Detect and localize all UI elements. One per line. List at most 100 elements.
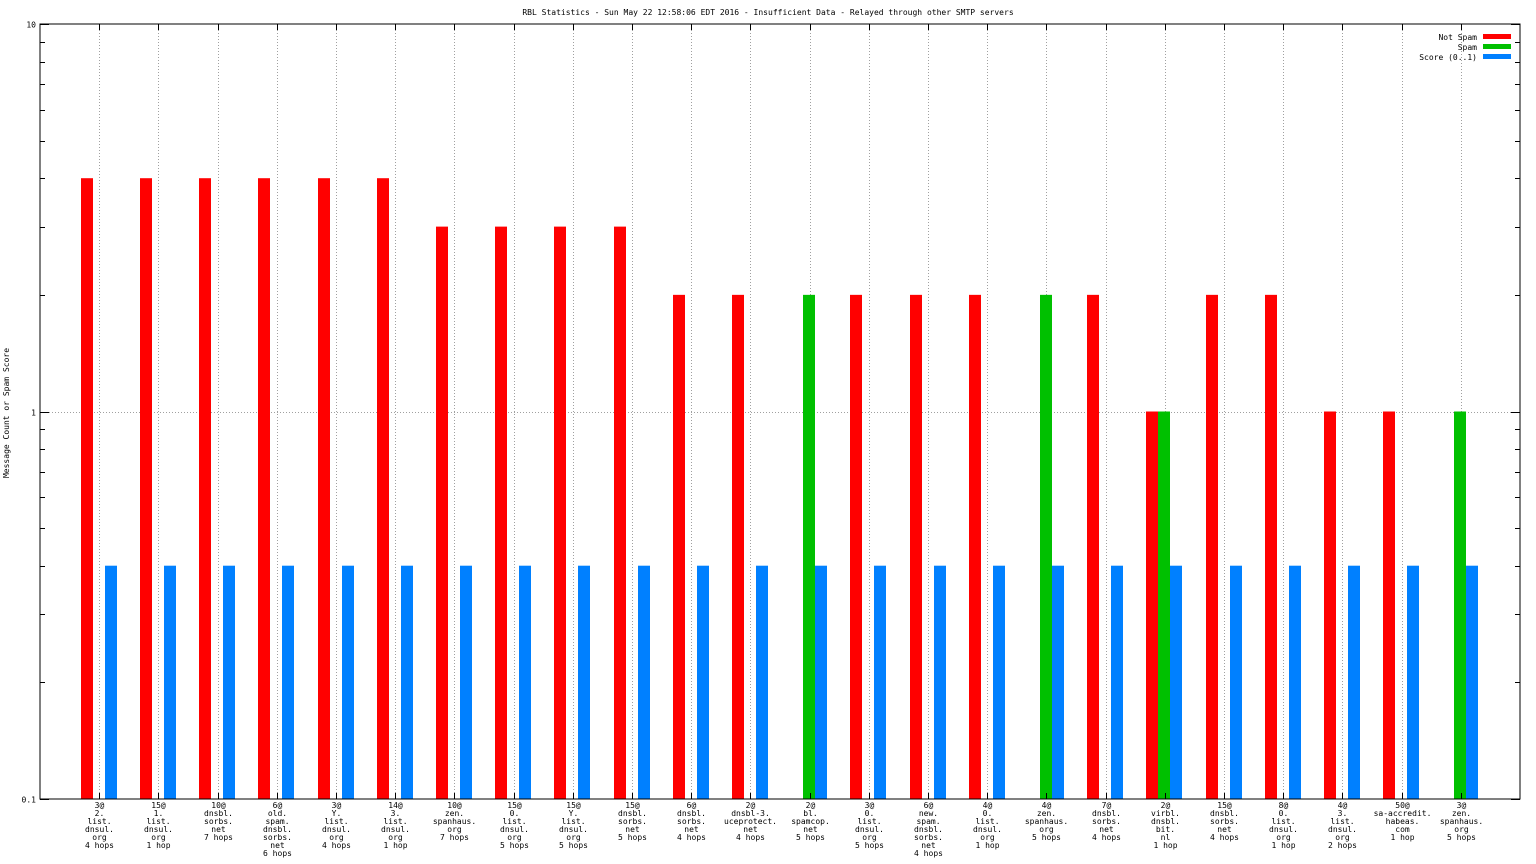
bar-not-spam-1 xyxy=(81,178,93,799)
bar-score-0-1-13 xyxy=(815,565,827,799)
x-tick-label-line: list. xyxy=(87,817,111,826)
x-tick-label: 6@ new. spam. dnsbl. sorbs. net 4 hops xyxy=(914,801,943,858)
x-tick-label-line: 4 hops xyxy=(1210,833,1239,842)
x-tick-label-line: dnsul. xyxy=(559,825,588,834)
x-tick-label-line: spanhaus. xyxy=(433,817,476,826)
bar-not-spam-23 xyxy=(1383,411,1395,799)
bar-not-spam-19 xyxy=(1146,411,1158,799)
bar-spam-17 xyxy=(1040,294,1052,799)
x-tick-label-line: list. xyxy=(146,817,170,826)
x-tick-label: 50@ sa-accredit. habeas. com 1 hop xyxy=(1374,801,1432,842)
x-tick-label-line: sorbs. xyxy=(914,833,943,842)
x-tick-label-line: Y. xyxy=(569,809,579,818)
x-tick-label-line: org xyxy=(1335,833,1350,842)
bar-not-spam-20 xyxy=(1206,294,1218,799)
x-tick-label: 4@ 0. list. dnsul. org 1 hop xyxy=(973,801,1002,850)
bar-not-spam-9 xyxy=(554,226,566,800)
x-tick-label-line: 4@ xyxy=(1338,801,1348,810)
x-tick-label-line: spam. xyxy=(265,817,289,826)
x-tick-label-line: 7 hops xyxy=(204,833,233,842)
bar-score-0-1-22 xyxy=(1348,565,1360,799)
x-tick-label: 15@ 1. list. dnsul. org 1 hop xyxy=(144,801,173,850)
x-tick-label: 6@ old. spam. dnsbl. sorbs. net 6 hops xyxy=(263,801,292,858)
bar-score-0-1-8 xyxy=(519,565,531,799)
legend-swatch xyxy=(1483,44,1511,49)
x-tick-label: 15@ Y. list. dnsul. org 5 hops xyxy=(559,801,588,850)
x-tick-label-line: 2. xyxy=(95,809,105,818)
x-tick-label-line: dnsbl. xyxy=(1210,809,1239,818)
x-tick-label-line: sorbs. xyxy=(618,817,647,826)
bar-score-0-1-2 xyxy=(164,565,176,799)
x-tick-label: 3@ 2. list. dnsul. org 4 hops xyxy=(85,801,114,850)
x-tick-label-line: net xyxy=(803,825,818,834)
bar-not-spam-2 xyxy=(140,178,152,799)
x-tick-label-line: list. xyxy=(1271,817,1295,826)
x-tick-label-line: sorbs. xyxy=(1092,817,1121,826)
x-tick-label-line: net xyxy=(684,825,699,834)
x-tick-label-line: 2@ xyxy=(806,801,816,810)
x-tick-label-line: dnsbl. xyxy=(677,809,706,818)
x-tick-label-line: sorbs. xyxy=(1210,817,1239,826)
bar-score-0-1-19 xyxy=(1170,565,1182,799)
bar-score-0-1-17 xyxy=(1052,565,1064,799)
x-tick-label-line: org xyxy=(388,833,403,842)
bar-not-spam-22 xyxy=(1324,411,1336,799)
x-tick-label-line: net xyxy=(743,825,758,834)
x-tick-label-line: net xyxy=(1217,825,1232,834)
x-tick-label: 3@ 0. list. dnsul. org 5 hops xyxy=(855,801,884,850)
x-tick-label-line: 2 hops xyxy=(1328,841,1357,850)
axis-ticks: 10 1 0.1 xyxy=(22,21,1520,805)
x-tick-label-line: 15@ xyxy=(1217,801,1232,810)
x-tick-label-line: 10@ xyxy=(447,801,462,810)
x-tick-label-line: dnsul. xyxy=(1269,825,1298,834)
x-tick-label-line: dnsbl. xyxy=(618,809,647,818)
x-tick-label-line: 0. xyxy=(510,809,520,818)
x-tick-label-line: dnsbl. xyxy=(1092,809,1121,818)
x-tick-label-line: zen. xyxy=(1452,809,1471,818)
x-tick-label-line: net xyxy=(211,825,226,834)
x-tick-label: 4@ zen. spanhaus. org 5 hops xyxy=(1025,801,1068,842)
x-tick-label-line: 15@ xyxy=(151,801,166,810)
x-tick-label: 15@ dnsbl. sorbs. net 5 hops xyxy=(618,801,647,842)
bar-score-0-1-24 xyxy=(1466,565,1478,799)
legend-label: Spam xyxy=(1458,43,1477,52)
x-tick-label-line: 1 hop xyxy=(383,841,407,850)
x-tick-label-line: 5 hops xyxy=(1032,833,1061,842)
bar-not-spam-18 xyxy=(1087,294,1099,799)
x-tick-label-line: dnsul. xyxy=(973,825,1002,834)
x-tick-label-line: net xyxy=(270,841,285,850)
x-tick-label-line: dnsul. xyxy=(1328,825,1357,834)
bar-score-0-1-14 xyxy=(874,565,886,799)
bar-spam-19 xyxy=(1158,411,1170,799)
x-tick-label-line: list. xyxy=(383,817,407,826)
bar-not-spam-3 xyxy=(199,178,211,799)
x-tick-label-line: dnsbl. xyxy=(263,825,292,834)
x-tick-label-line: 14@ xyxy=(388,801,403,810)
x-tick-label-line: list. xyxy=(502,817,526,826)
x-tick-label-line: dnsbl-3. xyxy=(731,809,770,818)
x-tick-label-line: dnsbl. xyxy=(204,809,233,818)
x-tick-label-line: list. xyxy=(1330,817,1354,826)
x-tick-label-line: dnsbl. xyxy=(914,825,943,834)
x-tick-label-line: 8@ xyxy=(1279,801,1289,810)
x-tick-label-line: 1 hop xyxy=(1271,841,1295,850)
x-tick-label-line: 15@ xyxy=(566,801,581,810)
bar-score-0-1-1 xyxy=(105,565,117,799)
x-tick-label-line: net xyxy=(921,841,936,850)
x-tick-label-line: uceprotect. xyxy=(724,817,777,826)
x-tick-label-line: 7 hops xyxy=(440,833,469,842)
x-tick-label-line: 4 hops xyxy=(85,841,114,850)
x-tick-label: 10@ dnsbl. sorbs. net 7 hops xyxy=(204,801,233,842)
x-tick-label-line: habeas. xyxy=(1386,817,1420,826)
chart-title: RBL Statistics - Sun May 22 12:58:06 EDT… xyxy=(522,8,1013,17)
x-tick-label: 8@ 0. list. dnsul. org 1 hop xyxy=(1269,801,1298,850)
x-tick-label-line: dnsul. xyxy=(500,825,529,834)
x-tick-label-line: org xyxy=(447,825,462,834)
bar-score-0-1-12 xyxy=(756,565,768,799)
x-tick-label-line: net xyxy=(1099,825,1114,834)
x-tick-label-line: 10@ xyxy=(211,801,226,810)
x-tick-label-line: 3@ xyxy=(332,801,342,810)
x-tick-label: 6@ dnsbl. sorbs. net 4 hops xyxy=(677,801,706,842)
